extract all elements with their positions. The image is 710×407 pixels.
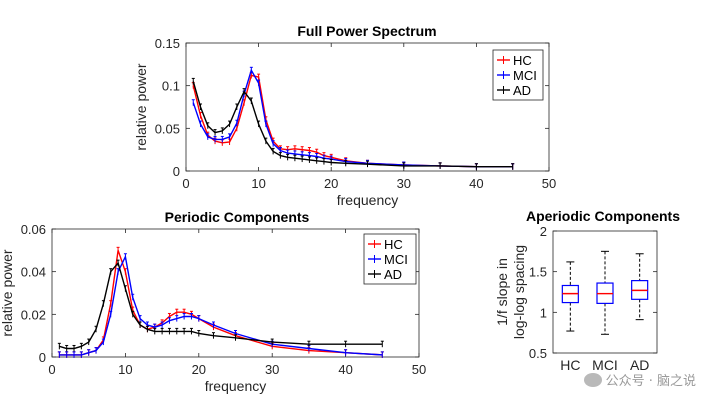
legend-label: AD bbox=[384, 267, 402, 282]
box-ad bbox=[631, 253, 649, 321]
legend-label: HC bbox=[384, 237, 403, 252]
chart-full: Full Power Spectrum 0 10 20 30 40 50 0 0.05 0.1 0.… bbox=[133, 23, 556, 208]
legend-label: HC bbox=[513, 53, 532, 68]
series-ad bbox=[57, 259, 384, 352]
x-tick-label: 30 bbox=[397, 176, 411, 191]
legend-label: MCI bbox=[384, 252, 408, 267]
x-tick-label: 20 bbox=[192, 362, 206, 377]
y-axis-label-line: 1/f slope in bbox=[494, 258, 510, 326]
x-tick-label: 0 bbox=[182, 176, 189, 191]
y-tick-label: 0.06 bbox=[21, 222, 46, 237]
wechat-icon bbox=[583, 373, 602, 387]
x-tick-label: 40 bbox=[338, 362, 352, 377]
y-tick-label: 0 bbox=[39, 350, 46, 365]
y-tick-label: 0.1 bbox=[162, 79, 180, 94]
y-tick-label: 0.04 bbox=[21, 265, 46, 280]
series-line bbox=[59, 261, 383, 350]
series-line bbox=[192, 81, 513, 168]
series-line bbox=[192, 68, 513, 168]
x-axis-label: frequency bbox=[205, 378, 266, 394]
box-mci bbox=[596, 250, 614, 335]
y-tick-label: 2 bbox=[540, 224, 547, 239]
series-mci bbox=[57, 253, 384, 358]
series-ad bbox=[191, 77, 515, 170]
y-axis-label: relative power bbox=[0, 249, 15, 336]
y-tick-label: 0.15 bbox=[155, 36, 180, 51]
x-tick-label: 20 bbox=[324, 176, 338, 191]
y-axis-label: 1/f slope inlog-log spacing bbox=[494, 245, 527, 339]
watermark: 公众号 · 脑之说 bbox=[583, 370, 696, 389]
y-tick-label: 0.02 bbox=[21, 307, 46, 322]
plot-area bbox=[185, 42, 550, 172]
legend-label: MCI bbox=[513, 68, 537, 83]
x-tick-label: 30 bbox=[265, 362, 279, 377]
y-tick-label: 0.05 bbox=[155, 121, 180, 136]
series-line bbox=[59, 254, 383, 356]
y-tick-label: 1.5 bbox=[529, 265, 547, 280]
x-tick-label: 40 bbox=[469, 176, 483, 191]
x-tick-label: 10 bbox=[251, 176, 265, 191]
y-axis-label-line: log-log spacing bbox=[511, 245, 527, 339]
y-tick-label: 1 bbox=[540, 305, 547, 320]
chart-title: Periodic Components bbox=[165, 209, 310, 225]
y-tick-label: 0 bbox=[173, 164, 180, 179]
x-tick-label: MCI bbox=[592, 357, 618, 373]
legend-label: AD bbox=[513, 83, 531, 98]
box-hc bbox=[561, 261, 579, 332]
x-tick-label: AD bbox=[630, 357, 649, 373]
x-tick-label: 50 bbox=[412, 362, 426, 377]
chart-periodic: Periodic Components 0 10 20 30 40 50 0 0.02 0.04 0… bbox=[0, 209, 426, 394]
x-tick-label: HC bbox=[560, 357, 580, 373]
x-tick-label: 10 bbox=[118, 362, 132, 377]
watermark-text: 公众号 · 脑之说 bbox=[605, 374, 696, 389]
x-tick-label: 50 bbox=[542, 176, 556, 191]
chart-title: Full Power Spectrum bbox=[297, 23, 436, 39]
x-axis-label: frequency bbox=[337, 192, 398, 208]
y-axis-label: relative power bbox=[133, 63, 149, 150]
x-tick-label: 0 bbox=[48, 362, 55, 377]
y-tick-label: 0.5 bbox=[529, 346, 547, 361]
chart-aperiodic: Aperiodic Components 0.5 1 1.5 2 1/f slope in… bbox=[494, 208, 680, 373]
chart-title: Aperiodic Components bbox=[526, 208, 680, 224]
